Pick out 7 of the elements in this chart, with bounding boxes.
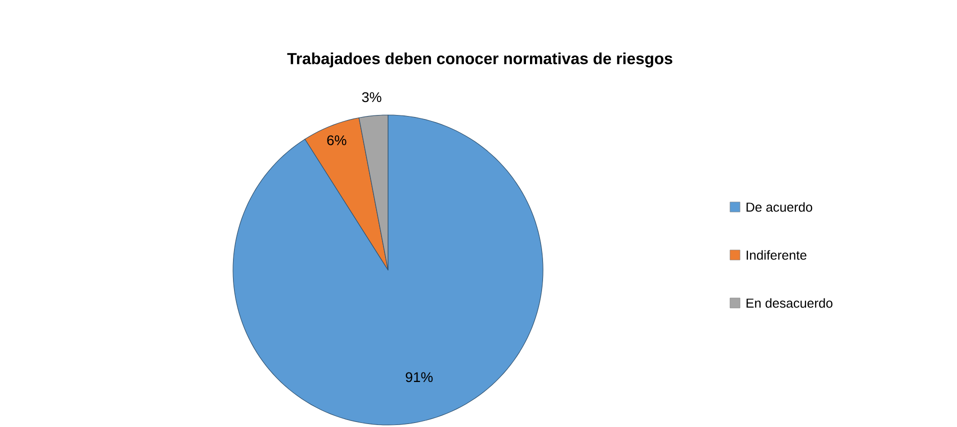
- data-label: 91%: [406, 372, 433, 382]
- chart-title: Trabajadoes deben conocer normativas de riesgos: [287, 52, 672, 68]
- legend-label: De acuerdo: [746, 202, 812, 212]
- legend-label: En desacuerdo: [746, 298, 832, 308]
- data-label: 3%: [362, 92, 382, 102]
- legend-label: Indiferente: [746, 250, 806, 260]
- data-label: 6%: [327, 135, 346, 146]
